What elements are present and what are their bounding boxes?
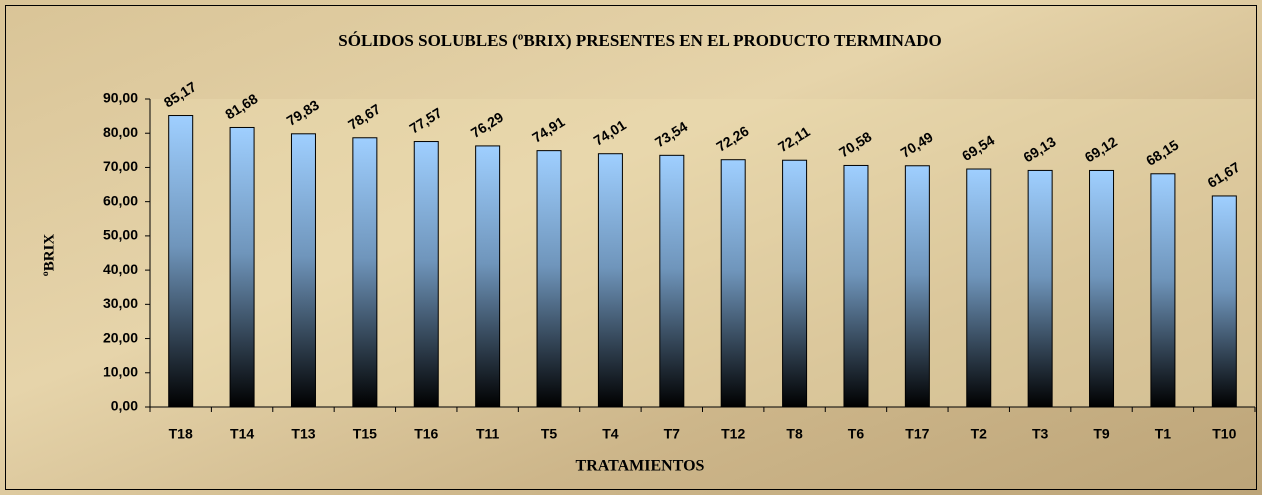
x-tick-label: T10: [1212, 426, 1236, 442]
x-tick-label: T2: [971, 426, 988, 442]
bar: [475, 145, 501, 408]
bar: [1089, 169, 1115, 408]
bar: [782, 159, 808, 408]
bar: [966, 168, 992, 408]
y-tick-label: 10,00: [103, 363, 138, 379]
bar: [597, 153, 623, 408]
y-tick-label: 40,00: [103, 261, 138, 277]
x-tick-label: T1: [1155, 426, 1172, 442]
bar: [1150, 173, 1176, 408]
x-tick-label: T5: [541, 426, 558, 442]
bar: [536, 150, 562, 408]
x-tick-label: T3: [1032, 426, 1049, 442]
bar: [720, 159, 746, 408]
x-axis-label: TRATAMIENTOS: [576, 458, 705, 475]
y-tick-label: 80,00: [103, 124, 138, 140]
bar: [843, 164, 869, 408]
plot-area: [150, 99, 1255, 407]
bar: [229, 126, 255, 408]
x-tick-label: T18: [169, 426, 193, 442]
bar: [413, 141, 439, 408]
x-tick-label: T6: [848, 426, 865, 442]
bar: [1027, 169, 1053, 408]
x-tick-label: T17: [905, 426, 929, 442]
x-tick-label: T16: [414, 426, 438, 442]
chart-frame: [5, 5, 1257, 490]
y-tick-label: 30,00: [103, 295, 138, 311]
y-axis-label: ºBRIX: [41, 234, 57, 277]
x-tick-label: T9: [1093, 426, 1110, 442]
y-tick-label: 90,00: [103, 90, 138, 106]
bar: [352, 137, 378, 408]
chart-title: SÓLIDOS SOLUBLES (ºBRIX) PRESENTES EN EL…: [338, 31, 941, 50]
x-tick-label: T7: [664, 426, 681, 442]
bar: [168, 115, 194, 408]
bar: [1211, 195, 1237, 408]
x-tick-label: T15: [353, 426, 377, 442]
bar: [290, 133, 316, 408]
bar: [904, 165, 930, 408]
y-tick-label: 0,00: [111, 398, 138, 414]
y-tick-label: 50,00: [103, 227, 138, 243]
x-tick-label: T8: [786, 426, 803, 442]
bar: [659, 154, 685, 408]
x-tick-label: T14: [230, 426, 254, 442]
x-tick-label: T13: [291, 426, 315, 442]
y-tick-label: 60,00: [103, 192, 138, 208]
x-tick-label: T4: [602, 426, 619, 442]
y-tick-label: 70,00: [103, 158, 138, 174]
y-tick-label: 20,00: [103, 329, 138, 345]
x-tick-label: T12: [721, 426, 745, 442]
x-tick-label: T11: [476, 426, 500, 442]
